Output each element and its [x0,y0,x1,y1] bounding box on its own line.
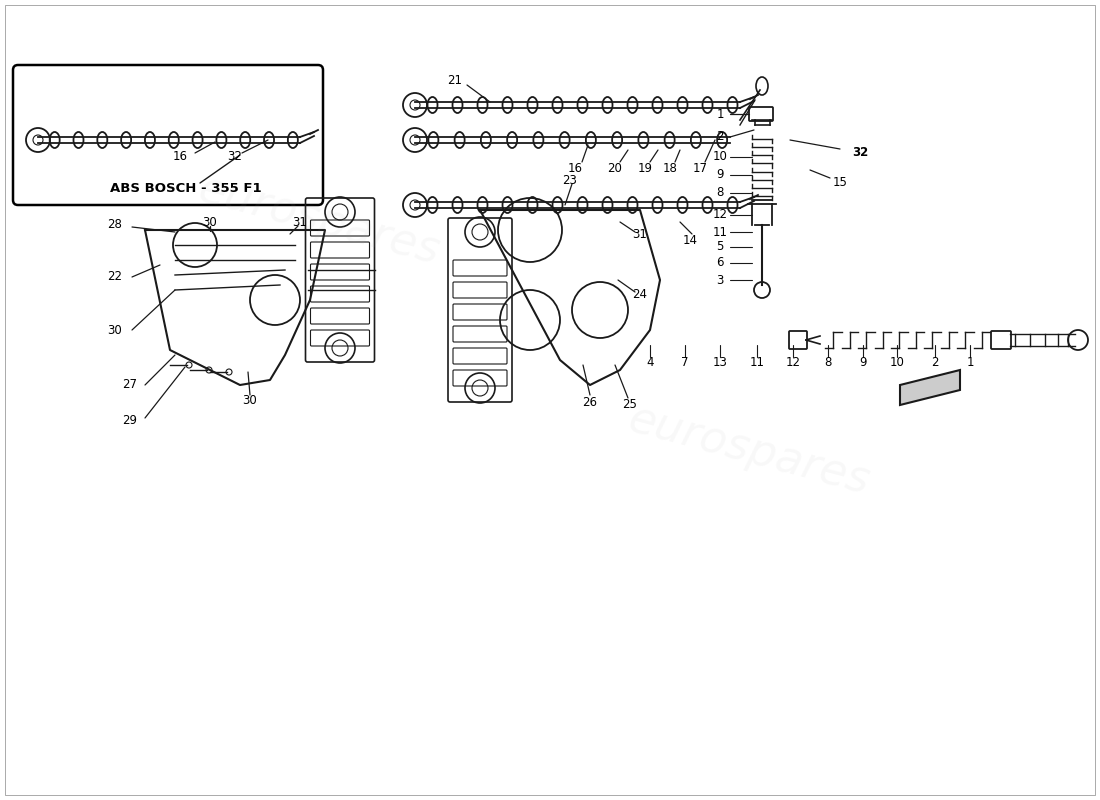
Text: 25: 25 [623,398,637,411]
Text: 10: 10 [890,357,904,370]
Text: 22: 22 [108,270,122,283]
Polygon shape [900,370,960,405]
Text: 4: 4 [647,357,653,370]
Text: 9: 9 [859,357,867,370]
Text: 30: 30 [108,323,122,337]
Text: 1: 1 [966,357,974,370]
Text: 5: 5 [716,241,724,254]
Text: 16: 16 [173,150,187,163]
Text: eurospares: eurospares [625,397,876,503]
Text: 26: 26 [583,395,597,409]
Text: eurospares: eurospares [195,167,446,273]
Text: 6: 6 [716,257,724,270]
Text: 13: 13 [713,357,727,370]
Text: 18: 18 [662,162,678,174]
Text: 28: 28 [108,218,122,231]
Text: ABS BOSCH - 355 F1: ABS BOSCH - 355 F1 [110,182,262,194]
Text: 30: 30 [202,215,218,229]
Text: 12: 12 [713,209,727,222]
Text: 14: 14 [682,234,697,246]
Text: 7: 7 [681,357,689,370]
Text: 17: 17 [693,162,707,174]
Text: 1: 1 [716,107,724,121]
Text: 30: 30 [243,394,257,406]
Text: 10: 10 [713,150,727,163]
Text: 2: 2 [716,130,724,143]
Text: 23: 23 [562,174,578,186]
Text: 29: 29 [122,414,138,426]
Text: 27: 27 [122,378,138,391]
Text: 9: 9 [716,169,724,182]
Text: 12: 12 [785,357,801,370]
Text: 3: 3 [716,274,724,286]
Text: 11: 11 [749,357,764,370]
Text: 19: 19 [638,162,652,174]
Text: 2: 2 [932,357,938,370]
Text: 8: 8 [716,186,724,199]
Text: 21: 21 [448,74,462,86]
Text: 32: 32 [228,150,242,163]
Text: 32: 32 [851,146,868,158]
Text: 16: 16 [568,162,583,174]
FancyBboxPatch shape [13,65,323,205]
Text: 31: 31 [293,215,307,229]
Text: 15: 15 [833,175,847,189]
Text: 11: 11 [713,226,727,238]
Text: 8: 8 [824,357,832,370]
Text: 31: 31 [632,229,648,242]
Text: 20: 20 [607,162,623,174]
Text: 24: 24 [632,289,648,302]
